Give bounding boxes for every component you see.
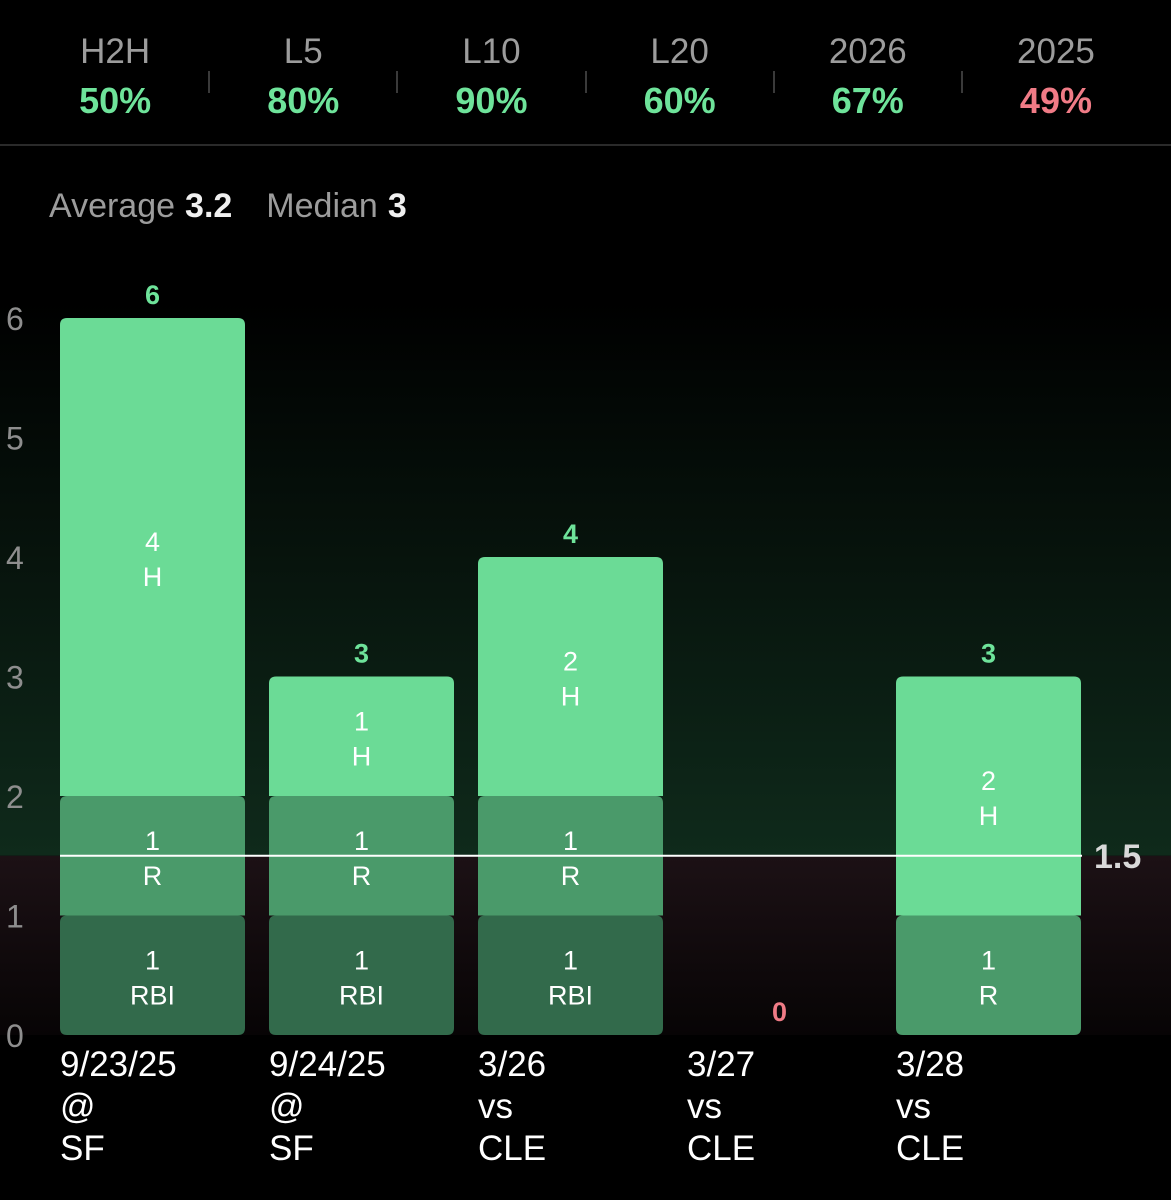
- x-label-date: 3/27: [687, 1045, 756, 1084]
- bar-segment-h: [896, 676, 1081, 916]
- bar-segment-h: [60, 318, 245, 796]
- stat-value: 67%: [831, 80, 904, 121]
- stat-value: 90%: [455, 80, 528, 121]
- stat-label: L20: [650, 32, 709, 71]
- bar-segment-rbi: [269, 915, 454, 1035]
- x-axis-game-label: 9/24/25 @ SF: [269, 1044, 386, 1170]
- x-label-location: @: [60, 1087, 96, 1126]
- divider: [584, 71, 587, 93]
- median-label: Median: [266, 187, 378, 225]
- game-log-bar-chart: 0 1 2 3 4 5 6 1 RBI 1 R 4 H 6 1 RBI 1 R 1 H 3 1 RBI 1 R 2 H 4 0 1 R 2 H…: [0, 280, 1171, 1054]
- x-axis-game-label: 9/23/25 @ SF: [60, 1044, 177, 1170]
- x-label-date: 3/26: [478, 1045, 547, 1084]
- x-label-date: 9/23/25: [60, 1045, 177, 1084]
- stat-label: 2026: [828, 32, 907, 71]
- segment-stat-label: R: [143, 861, 163, 891]
- divider: [772, 71, 775, 93]
- stat-label: L5: [283, 32, 323, 71]
- segment-stat-label: H: [561, 682, 581, 712]
- segment-stat-label: H: [979, 801, 999, 831]
- x-axis-game-label: 3/26 vs CLE: [478, 1044, 546, 1170]
- segment-stat-label: RBI: [130, 980, 175, 1010]
- bar-total-label: 0: [772, 997, 787, 1027]
- y-tick-label: 4: [6, 540, 24, 576]
- stat-label: 2025: [1017, 32, 1095, 71]
- x-axis-game-label: 3/27 vs CLE: [687, 1044, 755, 1170]
- bar-segment-r: [896, 915, 1081, 1035]
- stat-label: L10: [462, 32, 521, 71]
- y-tick-label: 6: [6, 301, 24, 337]
- median-value: 3: [387, 187, 407, 225]
- average-label: Average: [49, 187, 176, 225]
- segment-stat-label: R: [352, 861, 372, 891]
- x-axis-game-label: 3/28 vs CLE: [896, 1044, 964, 1170]
- x-label-location: vs: [687, 1087, 722, 1126]
- stat-2025[interactable]: 2025 49%: [963, 0, 1149, 122]
- divider: [396, 71, 399, 93]
- y-tick-label: 2: [6, 779, 24, 815]
- divider: [960, 71, 963, 93]
- segment-stat-label: H: [352, 741, 372, 771]
- stat-value: 49%: [1019, 80, 1092, 121]
- x-label-location: @: [269, 1087, 305, 1126]
- bar-total-label: 3: [354, 639, 369, 669]
- segment-value-label: 1: [145, 826, 160, 856]
- bar-segment-rbi: [478, 915, 663, 1035]
- x-label-date: 3/28: [896, 1045, 965, 1084]
- stat-l10[interactable]: L10 90%: [398, 0, 584, 122]
- segment-value-label: 1: [354, 826, 369, 856]
- bar-segment-rbi: [60, 915, 245, 1035]
- segment-stat-label: RBI: [339, 980, 384, 1010]
- x-label-location: vs: [896, 1087, 931, 1126]
- segment-value-label: 1: [354, 706, 369, 736]
- stat-value: 80%: [267, 80, 340, 121]
- average-median-summary: Average 3.2 Median 3: [49, 186, 407, 226]
- bar-segment-h: [269, 676, 454, 796]
- y-tick-label: 3: [6, 660, 24, 696]
- segment-value-label: 2: [981, 766, 996, 796]
- stat-label: H2H: [80, 32, 151, 71]
- segment-value-label: 1: [145, 945, 160, 975]
- segment-value-label: 1: [563, 945, 578, 975]
- threshold-label: 1.5: [1094, 838, 1141, 876]
- segment-value-label: 1: [354, 945, 369, 975]
- segment-value-label: 1: [981, 945, 996, 975]
- stat-2026[interactable]: 2026 67%: [775, 0, 961, 122]
- x-label-date: 9/24/25: [269, 1045, 386, 1084]
- segment-stat-label: H: [143, 562, 163, 592]
- stat-l5[interactable]: L5 80%: [210, 0, 396, 122]
- segment-stat-label: R: [561, 861, 581, 891]
- segment-stat-label: RBI: [548, 980, 593, 1010]
- y-tick-label: 0: [6, 1018, 24, 1054]
- stat-value: 50%: [79, 80, 152, 121]
- segment-value-label: 4: [145, 527, 160, 557]
- hit-rate-header: H2H 50% L5 80% L10 90% L20 60% 2026 67% …: [0, 0, 1171, 146]
- x-label-opponent: CLE: [896, 1129, 965, 1168]
- x-label-location: vs: [478, 1087, 513, 1126]
- segment-value-label: 1: [563, 826, 578, 856]
- divider: [208, 71, 211, 93]
- stat-l20[interactable]: L20 60%: [587, 0, 773, 122]
- y-tick-label: 5: [6, 421, 24, 457]
- y-tick-label: 1: [6, 899, 24, 935]
- bar-total-label: 4: [563, 519, 578, 549]
- x-label-opponent: SF: [60, 1129, 105, 1168]
- x-label-opponent: CLE: [478, 1129, 547, 1168]
- x-label-opponent: CLE: [687, 1129, 756, 1168]
- bar-total-label: 3: [981, 639, 996, 669]
- segment-stat-label: R: [979, 980, 999, 1010]
- average-value: 3.2: [185, 187, 233, 225]
- bar-total-label: 6: [145, 280, 160, 310]
- stat-value: 60%: [643, 80, 716, 121]
- bar-segment-h: [478, 557, 663, 796]
- stat-h2h[interactable]: H2H 50%: [22, 0, 208, 122]
- segment-value-label: 2: [563, 647, 578, 677]
- x-label-opponent: SF: [269, 1129, 314, 1168]
